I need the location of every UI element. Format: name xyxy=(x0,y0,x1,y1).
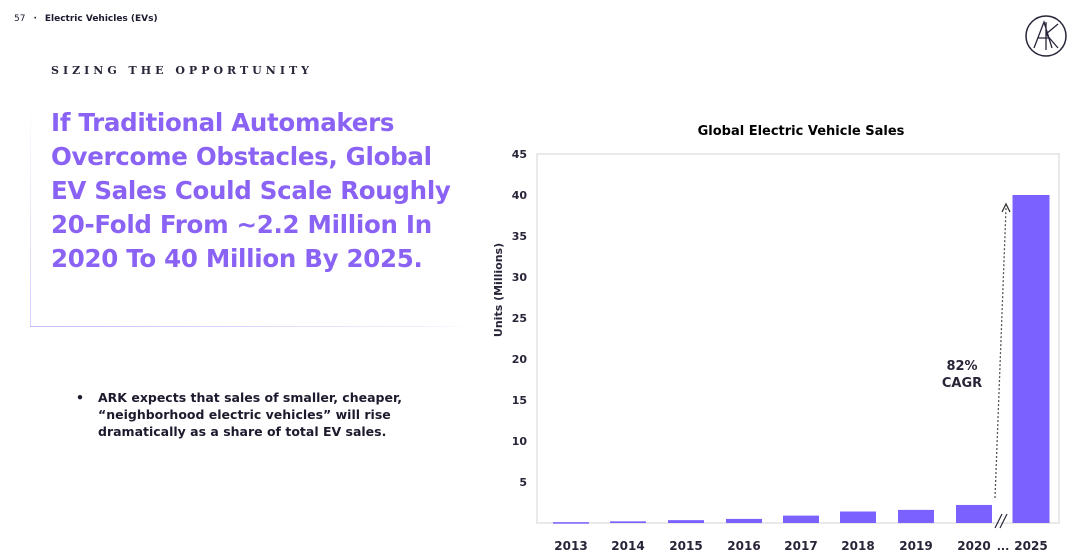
x-tick-label: 2015 xyxy=(669,539,702,553)
y-tick-label: 10 xyxy=(512,435,528,448)
bar-2025 xyxy=(1012,195,1050,523)
page-title: If Traditional Automakers Overcome Obsta… xyxy=(51,108,451,273)
bar-2014 xyxy=(610,521,646,523)
x-tick-label: 2016 xyxy=(727,539,760,553)
bullet-list: ARK expects that sales of smaller, cheap… xyxy=(36,389,476,440)
cagr-label: CAGR xyxy=(942,376,982,391)
divider xyxy=(30,326,470,327)
y-tick-label: 15 xyxy=(512,394,527,407)
x-tick-label: 2013 xyxy=(554,539,587,553)
y-tick-label: 40 xyxy=(512,189,528,202)
y-tick-label: 35 xyxy=(512,230,527,243)
y-tick-label: 20 xyxy=(512,353,528,366)
cagr-value: 82% xyxy=(946,359,977,374)
bar-2019 xyxy=(898,509,934,523)
y-tick-label: 5 xyxy=(519,476,527,489)
bullet-item: ARK expects that sales of smaller, cheap… xyxy=(76,389,476,440)
chart-title: Global Electric Vehicle Sales xyxy=(698,124,905,139)
bar-2016 xyxy=(726,518,762,523)
x-tick-label: 2020 xyxy=(957,539,990,553)
x-tick-label: 2025 xyxy=(1014,539,1047,553)
x-tick-label: 2017 xyxy=(784,539,817,553)
y-tick-label: 30 xyxy=(512,271,528,284)
axis-break-icon xyxy=(994,513,1008,529)
x-tick-label: 2019 xyxy=(899,539,932,553)
bar-2013 xyxy=(553,522,589,524)
axis-break-label: ... xyxy=(997,540,1010,553)
bar-2020 xyxy=(956,504,992,523)
bar-2017 xyxy=(783,515,819,523)
y-axis-label: Units (Millions) xyxy=(492,243,505,337)
y-tick-label: 45 xyxy=(512,148,527,161)
bar-2018 xyxy=(840,511,876,523)
page-number: 57 xyxy=(14,14,26,24)
decorative-vertical-rule xyxy=(30,100,31,327)
x-tick-label: 2018 xyxy=(841,539,874,553)
eyebrow-label: SIZING THE OPPORTUNITY xyxy=(51,64,314,77)
ark-logo-icon xyxy=(1024,14,1068,62)
page-header: 57 · Electric Vehicles (EVs) xyxy=(14,14,158,24)
y-tick-label: 25 xyxy=(512,312,527,325)
plot-frame xyxy=(536,153,1060,524)
header-separator: · xyxy=(33,14,37,24)
section-title: Electric Vehicles (EVs) xyxy=(44,14,158,24)
x-tick-label: 2014 xyxy=(611,539,644,553)
cagr-arrow xyxy=(994,202,1011,499)
bar-2015 xyxy=(668,520,704,523)
